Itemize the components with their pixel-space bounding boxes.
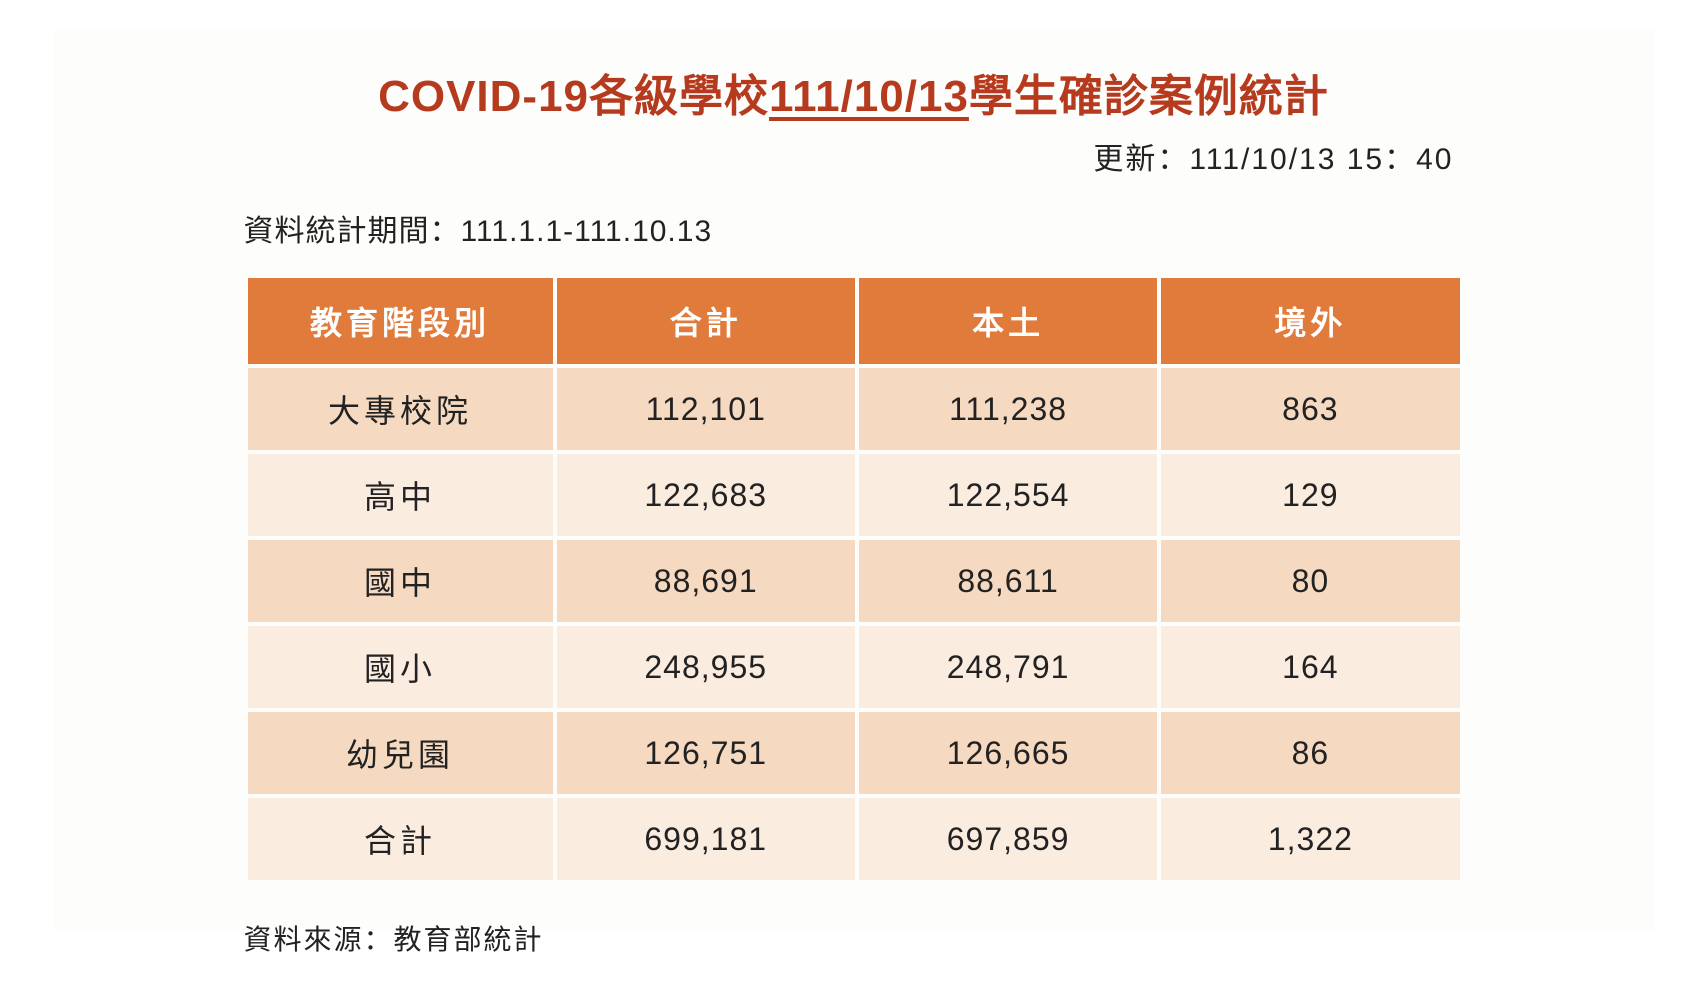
col-header-imported: 境外 <box>1159 276 1461 366</box>
update-value: 111/10/13 15：40 <box>1189 143 1453 176</box>
cell-level: 大專校院 <box>246 366 555 452</box>
table-header-row: 教育階段別 合計 本土 境外 <box>246 276 1462 366</box>
cell-imported: 164 <box>1159 624 1461 710</box>
source-label: 資料來源： <box>244 924 394 955</box>
cell-domestic: 88,611 <box>857 538 1159 624</box>
table-row: 國中 88,691 88,611 80 <box>246 538 1462 624</box>
table-row: 大專校院 112,101 111,238 863 <box>246 366 1462 452</box>
cell-level: 合計 <box>246 796 555 882</box>
cell-total: 122,683 <box>555 452 857 538</box>
cell-level: 幼兒園 <box>246 710 555 796</box>
title-prefix: COVID-19各級學校 <box>378 72 769 121</box>
update-label: 更新： <box>1093 143 1189 176</box>
cell-total: 699,181 <box>555 796 857 882</box>
cell-domestic: 126,665 <box>857 710 1159 796</box>
cell-imported: 86 <box>1159 710 1461 796</box>
cell-domestic: 248,791 <box>857 624 1159 710</box>
table-row: 幼兒園 126,751 126,665 86 <box>246 710 1462 796</box>
report-canvas: COVID-19各級學校111/10/13學生確診案例統計 更新：111/10/… <box>54 30 1654 930</box>
update-line: 更新：111/10/13 15：40 <box>54 134 1654 178</box>
period-value: 111.1.1-111.10.13 <box>461 215 713 248</box>
cell-imported: 129 <box>1159 452 1461 538</box>
title-suffix: 學生確診案例統計 <box>969 72 1329 121</box>
table-row: 高中 122,683 122,554 129 <box>246 452 1462 538</box>
cell-domestic: 697,859 <box>857 796 1159 882</box>
cell-total: 248,955 <box>555 624 857 710</box>
table-row: 國小 248,955 248,791 164 <box>246 624 1462 710</box>
cell-total: 126,751 <box>555 710 857 796</box>
cases-table: 教育階段別 合計 本土 境外 大專校院 112,101 111,238 863 … <box>244 274 1464 884</box>
source-value: 教育部統計 <box>394 924 544 955</box>
cell-level: 國中 <box>246 538 555 624</box>
cell-imported: 863 <box>1159 366 1461 452</box>
cell-domestic: 122,554 <box>857 452 1159 538</box>
cell-imported: 80 <box>1159 538 1461 624</box>
cell-level: 高中 <box>246 452 555 538</box>
col-header-level: 教育階段別 <box>246 276 555 366</box>
title-date: 111/10/13 <box>769 72 969 121</box>
table-row-total: 合計 699,181 697,859 1,322 <box>246 796 1462 882</box>
cell-total: 88,691 <box>555 538 857 624</box>
page-title: COVID-19各級學校111/10/13學生確診案例統計 <box>54 60 1654 124</box>
cell-imported: 1,322 <box>1159 796 1461 882</box>
col-header-domestic: 本土 <box>857 276 1159 366</box>
cell-total: 112,101 <box>555 366 857 452</box>
source-line: 資料來源：教育部統計 <box>54 918 1654 958</box>
cell-level: 國小 <box>246 624 555 710</box>
cell-domestic: 111,238 <box>857 366 1159 452</box>
period-line: 資料統計期間：111.1.1-111.10.13 <box>54 206 1654 250</box>
period-label: 資料統計期間： <box>244 215 461 248</box>
col-header-total: 合計 <box>555 276 857 366</box>
